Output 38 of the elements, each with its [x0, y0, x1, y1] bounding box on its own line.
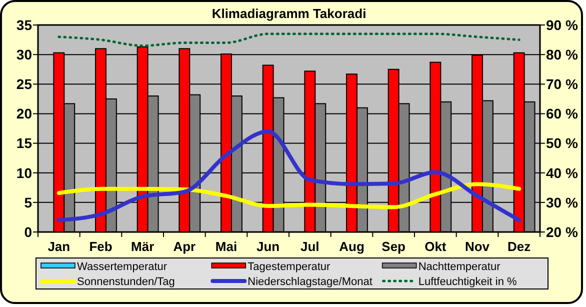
legend-label: Nachttemperatur — [418, 260, 501, 273]
x-tick-label: Jun — [256, 239, 280, 254]
x-tick-label: Aug — [339, 239, 364, 254]
line-series — [58, 32, 520, 47]
chart-title: Klimadiagramm Takoradi — [212, 6, 366, 21]
x-tick-label: Mai — [215, 239, 238, 254]
x-tick-label: Mär — [131, 239, 154, 254]
legend-label: Niederschlagstage/Monat — [248, 276, 372, 288]
legend-label: Wassertemperatur — [77, 260, 168, 273]
y2-tick-label: 60 % — [546, 106, 578, 122]
y-tick-label: 25 — [16, 76, 32, 92]
x-tick-label: Feb — [89, 239, 112, 254]
x-tick-label: Dez — [508, 239, 532, 254]
y2-tick-label: 80 % — [546, 46, 578, 62]
y2-tick-label: 70 % — [546, 76, 578, 92]
x-tick-label: Apr — [173, 239, 196, 254]
x-tick-label: Jul — [300, 239, 320, 254]
y2-tick-label: 40 % — [546, 164, 578, 181]
line-series — [56, 182, 522, 210]
y2-tick-label: 50 % — [546, 135, 578, 152]
x-tick-label: Jan — [48, 239, 70, 254]
line-series — [56, 129, 522, 222]
x-tick-label: Sep — [382, 239, 406, 254]
legend-label: Luftfeuchtigkeit in % — [418, 276, 517, 288]
y2-tick-label: 90 % — [546, 16, 578, 33]
y-tick-label: 0 — [24, 224, 32, 240]
x-tick-label: Nov — [464, 239, 490, 254]
y-tick-label: 30 — [16, 46, 32, 62]
y-tick-label: 10 — [16, 164, 32, 181]
x-tick-label: Okt — [424, 239, 447, 254]
y2-tick-label: 20 % — [546, 224, 578, 240]
y-tick-label: 15 — [16, 135, 32, 152]
legend-label: Sonnenstunden/Tag — [77, 276, 175, 288]
y-tick-label: 35 — [16, 16, 32, 33]
y-tick-label: 5 — [24, 194, 32, 210]
legend-label: Tagestemperatur — [248, 260, 331, 273]
y-tick-label: 20 — [16, 106, 32, 122]
y2-tick-label: 30 % — [546, 194, 578, 210]
